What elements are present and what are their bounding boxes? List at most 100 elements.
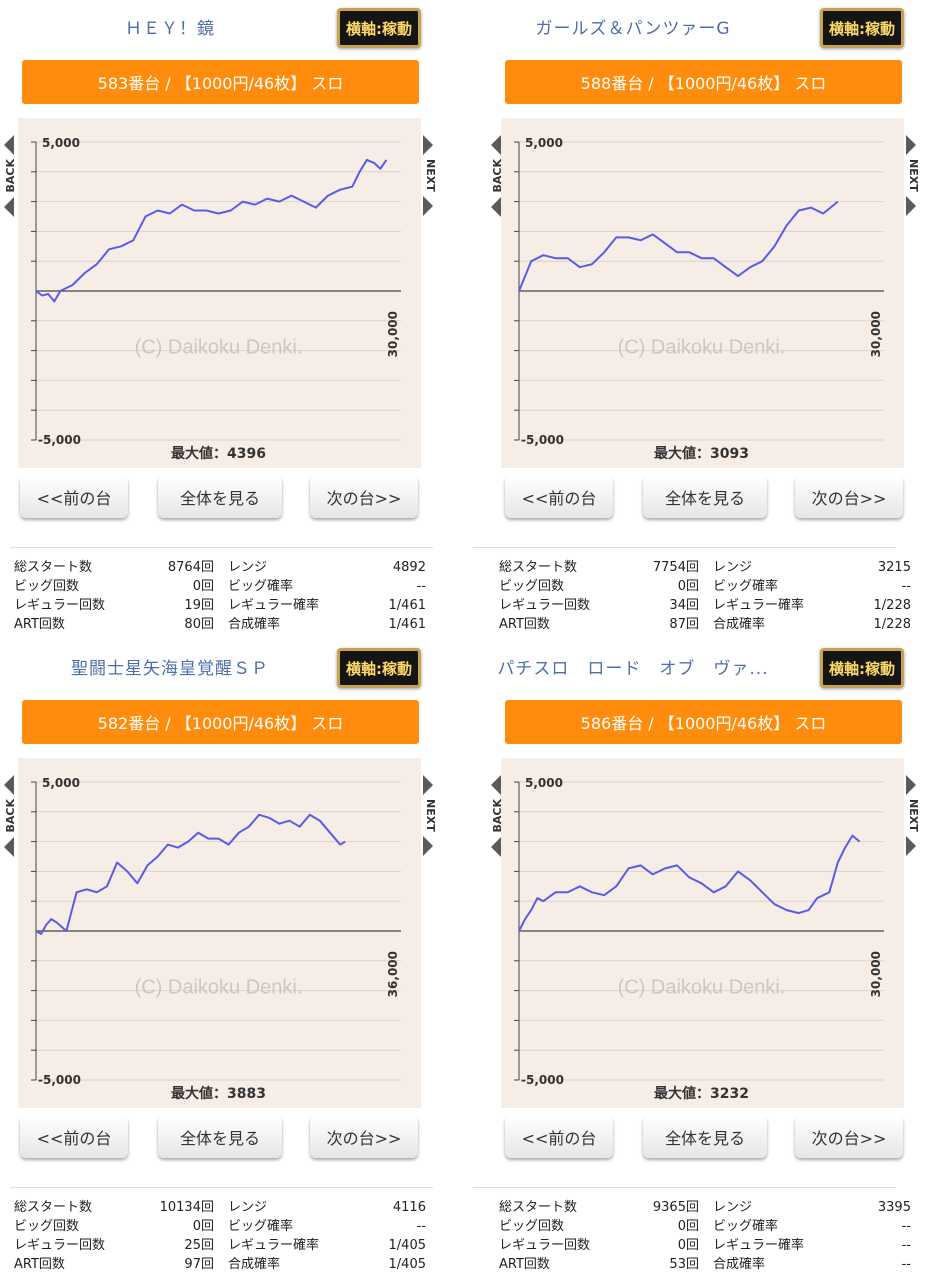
slump-chart: (C) Daikoku Denki. 5,000 -5,000 30,000 最大値：4… — [18, 118, 421, 468]
stats-row: レギュラー回数 19回 レギュラー確率 1/461 — [14, 596, 426, 615]
axis-toggle-button[interactable]: 横軸:稼動 — [337, 8, 421, 48]
next-arrow-icon[interactable] — [423, 775, 433, 795]
chart-svg: (C) Daikoku Denki. 5,000 -5,000 30,000 最大値：4… — [31, 136, 401, 462]
x-end-label: 30,000 — [869, 951, 883, 997]
next-label[interactable]: NEXT — [907, 159, 920, 192]
view-all-button[interactable]: 全体を見る — [643, 1116, 767, 1158]
back-label[interactable]: BACK — [4, 159, 17, 193]
machine-panel: 聖闘士星矢海皇覚醒ＳＰ 横軸:稼動 582番台 / 【1000円/46枚】 スロ… — [0, 640, 463, 1280]
next-machine-button[interactable]: 次の台>> — [310, 476, 418, 518]
stat-value: -- — [901, 1219, 911, 1234]
y-bottom-label: -5,000 — [38, 433, 81, 447]
series-line — [35, 813, 346, 935]
view-all-button[interactable]: 全体を見る — [643, 476, 767, 518]
machine-title[interactable]: ガールズ＆パンツァーG — [535, 19, 731, 39]
slump-chart: (C) Daikoku Denki. 5,000 -5,000 30,000 最大値：3… — [501, 758, 904, 1108]
stat-value: 10134回 — [159, 1200, 214, 1215]
back-arrow-icon[interactable] — [491, 135, 501, 155]
stat-label: 総スタート数 — [499, 1200, 578, 1215]
series-line — [35, 158, 388, 303]
next-label[interactable]: NEXT — [907, 799, 920, 832]
stat-value: 1/461 — [388, 617, 426, 632]
back-arrow-icon[interactable] — [4, 135, 14, 155]
stat-label: レギュラー確率 — [712, 598, 804, 613]
series-line — [518, 834, 861, 932]
axis-toggle-button[interactable]: 横軸:稼動 — [820, 648, 904, 688]
stat-label: ビッグ回数 — [14, 579, 80, 594]
back-arrow-icon[interactable] — [491, 775, 501, 795]
back-arrow-icon[interactable] — [4, 775, 14, 795]
machine-title[interactable]: 聖闘士星矢海皇覚醒ＳＰ — [71, 659, 269, 679]
view-all-button[interactable]: 全体を見る — [158, 476, 282, 518]
y-top-label: 5,000 — [42, 136, 80, 150]
chart-svg: (C) Daikoku Denki. 5,000 -5,000 36,000 最大値：3… — [31, 776, 401, 1102]
back-nav[interactable]: BACK — [491, 135, 505, 235]
stat-value: 87回 — [669, 617, 699, 632]
divider — [10, 547, 433, 548]
next-machine-button[interactable]: 次の台>> — [310, 1116, 418, 1158]
stat-value: 0回 — [192, 1219, 214, 1234]
next-nav[interactable]: NEXT — [423, 775, 437, 875]
stat-value: 1/461 — [388, 598, 426, 613]
stat-label: ビッグ回数 — [499, 579, 565, 594]
stat-value: 0回 — [192, 579, 214, 594]
next-arrow-icon[interactable] — [906, 835, 916, 856]
x-end-label: 30,000 — [386, 311, 400, 357]
view-all-button[interactable]: 全体を見る — [158, 1116, 282, 1158]
next-arrow-icon[interactable] — [423, 135, 433, 155]
next-arrow-icon[interactable] — [423, 835, 433, 856]
back-arrow-icon[interactable] — [491, 836, 501, 857]
back-arrow-icon[interactable] — [4, 196, 14, 217]
back-label[interactable]: BACK — [4, 799, 17, 833]
machine-panel: ＨＥＹ！鏡 横軸:稼動 583番台 / 【1000円/46枚】 スロ BACK … — [0, 0, 463, 640]
stat-label: ART回数 — [499, 617, 550, 632]
watermark: (C) Daikoku Denki. — [135, 977, 303, 999]
prev-machine-button[interactable]: <<前の台 — [20, 1116, 128, 1158]
stat-value: -- — [416, 579, 426, 594]
next-nav[interactable]: NEXT — [423, 135, 437, 235]
next-label[interactable]: NEXT — [424, 799, 437, 832]
next-machine-button[interactable]: 次の台>> — [795, 476, 903, 518]
prev-machine-button[interactable]: <<前の台 — [505, 476, 613, 518]
slump-chart: (C) Daikoku Denki. 5,000 -5,000 30,000 最大値：3… — [501, 118, 904, 468]
machine-title[interactable]: ＨＥＹ！鏡 — [125, 19, 215, 39]
stat-value: -- — [901, 1238, 911, 1253]
stat-value: 3215 — [877, 560, 911, 575]
stats-row: レギュラー回数 0回 レギュラー確率 -- — [499, 1236, 911, 1255]
next-nav[interactable]: NEXT — [906, 775, 920, 875]
back-nav[interactable]: BACK — [4, 775, 18, 875]
next-arrow-icon[interactable] — [423, 195, 433, 216]
stat-value: 19回 — [184, 598, 214, 613]
stat-label: 総スタート数 — [14, 560, 93, 575]
back-nav[interactable]: BACK — [491, 775, 505, 875]
next-arrow-icon[interactable] — [906, 775, 916, 795]
next-label[interactable]: NEXT — [424, 159, 437, 192]
stat-label: ビッグ確率 — [227, 1219, 293, 1234]
machine-title[interactable]: パチスロ ロード オブ ヴァ... — [497, 659, 769, 679]
next-nav[interactable]: NEXT — [906, 135, 920, 235]
back-arrow-icon[interactable] — [491, 196, 501, 217]
stat-value: 8764回 — [167, 560, 214, 575]
prev-machine-button[interactable]: <<前の台 — [505, 1116, 613, 1158]
next-arrow-icon[interactable] — [906, 135, 916, 155]
stat-label: ビッグ確率 — [712, 579, 778, 594]
stat-label: レギュラー回数 — [14, 1238, 106, 1253]
next-arrow-icon[interactable] — [906, 195, 916, 216]
back-arrow-icon[interactable] — [4, 836, 14, 857]
stat-value: 1/228 — [873, 598, 911, 613]
stat-value: 4116 — [392, 1200, 426, 1215]
stat-label: ART回数 — [14, 1257, 65, 1272]
max-value-label: 最大値：3093 — [654, 445, 749, 462]
stat-label: レンジ — [712, 560, 752, 575]
prev-machine-button[interactable]: <<前の台 — [20, 476, 128, 518]
stat-value: 0回 — [677, 579, 699, 594]
axis-toggle-button[interactable]: 横軸:稼動 — [820, 8, 904, 48]
axis-toggle-button[interactable]: 横軸:稼動 — [337, 648, 421, 688]
divider — [473, 1187, 896, 1188]
back-nav[interactable]: BACK — [4, 135, 18, 235]
watermark: (C) Daikoku Denki. — [135, 337, 303, 359]
stat-value: 0回 — [677, 1238, 699, 1253]
next-machine-button[interactable]: 次の台>> — [795, 1116, 903, 1158]
stat-label: 総スタート数 — [499, 560, 578, 575]
slump-chart: (C) Daikoku Denki. 5,000 -5,000 36,000 最大値：3… — [18, 758, 421, 1108]
